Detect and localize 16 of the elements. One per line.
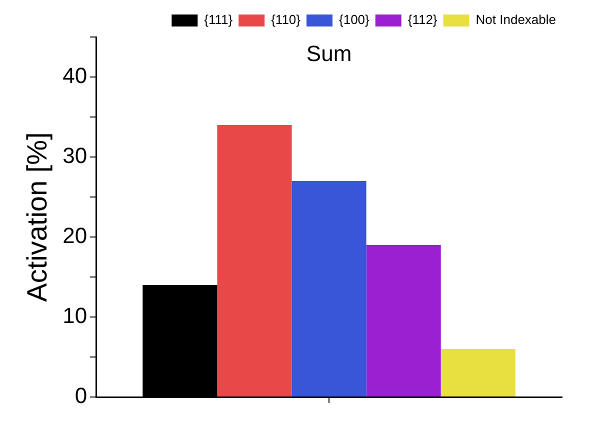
y-tick-label: 10 <box>62 303 88 328</box>
bar <box>217 125 292 396</box>
legend-label: {111} <box>204 12 234 28</box>
legend-label: {100} <box>338 12 370 28</box>
bar <box>292 181 366 396</box>
y-tick-label: 20 <box>62 223 88 248</box>
legend-label: {110} <box>271 12 302 28</box>
y-tick-label: 30 <box>62 143 88 168</box>
bar <box>440 349 516 396</box>
y-axis-title: Activation [%] <box>22 132 53 302</box>
y-tick-label: 40 <box>62 63 88 88</box>
legend-label: {112} <box>408 12 438 28</box>
chart-title: Sum <box>306 41 352 66</box>
bar <box>366 245 441 396</box>
legend-label: Not Indexable <box>476 12 556 28</box>
y-tick-label: 0 <box>74 383 88 408</box>
